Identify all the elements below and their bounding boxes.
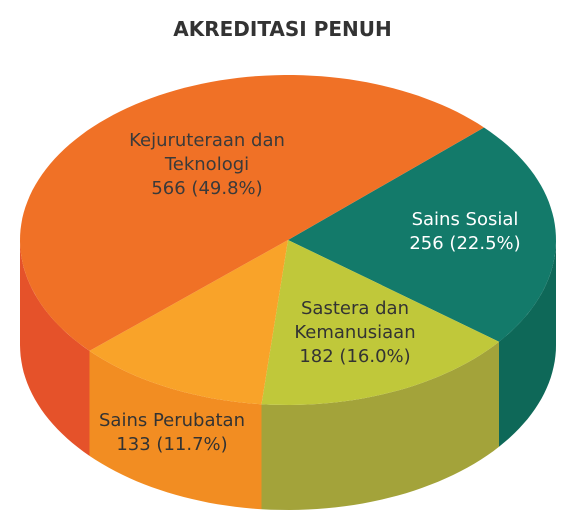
pie-side [20, 240, 90, 456]
pie-side [261, 341, 499, 510]
slice-label: Kejuruteraan dan Teknologi 566 (49.8%) [127, 129, 287, 201]
pie-slice [261, 240, 499, 405]
slice-value: 256 (22.5%) [409, 233, 521, 254]
chart-title: AKREDITASI PENUH [173, 17, 392, 41]
slice-name: Sastera dan Kemanusiaan [294, 298, 416, 343]
pie-side [499, 240, 556, 447]
pie-side [89, 350, 262, 510]
pie-slice [89, 240, 288, 405]
slice-name: Sains Perubatan [98, 410, 245, 431]
slice-value: 182 (16.0%) [299, 346, 411, 367]
pie-slice [20, 75, 484, 351]
slice-label: Sains Perubatan 133 (11.7%) [97, 409, 247, 457]
slice-name: Sains Sosial [411, 209, 519, 230]
slice-label: Sastera dan Kemanusiaan 182 (16.0%) [270, 297, 440, 369]
pie-slice [288, 127, 556, 342]
slice-value: 133 (11.7%) [116, 434, 228, 455]
slice-label: Sains Sosial 256 (22.5%) [355, 208, 565, 256]
slice-value: 566 (49.8%) [151, 178, 263, 199]
slice-name: Kejuruteraan dan Teknologi [129, 130, 285, 175]
